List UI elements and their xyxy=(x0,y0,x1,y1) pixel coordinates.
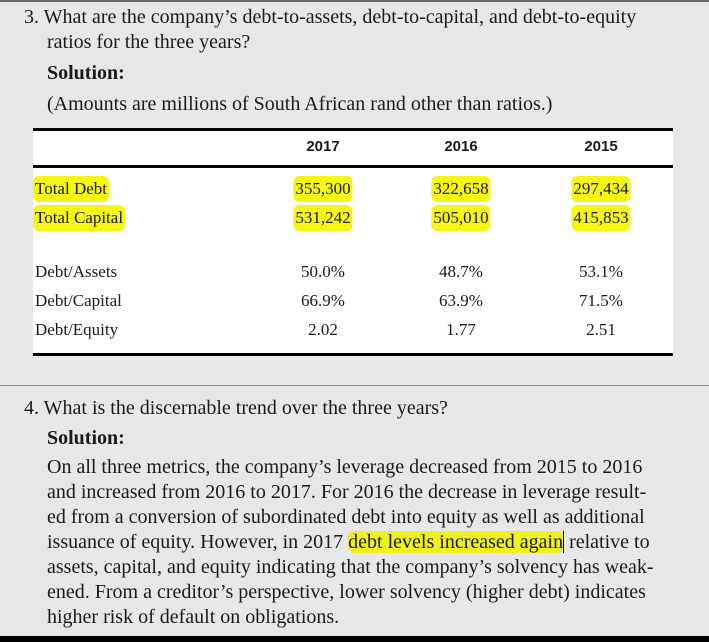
answer-line-5: assets, capital, and equity indicating t… xyxy=(47,556,654,578)
text-cursor xyxy=(563,531,565,553)
table-top-rule xyxy=(33,128,673,131)
answer-line-4-end: relative to xyxy=(564,531,650,553)
total-debt-2017: 355,300 xyxy=(293,176,353,202)
total-debt-2015: 297,434 xyxy=(571,176,631,202)
answer-line-2: and increased from 2016 to 2017. For 201… xyxy=(47,481,647,503)
ratios-table: 2017 2016 2015 Total Debt 355,300 322,65… xyxy=(33,128,673,356)
answer-line-6: ened. From a creditor’s perspective, low… xyxy=(47,581,646,603)
row-label-total-capital: Total Capital xyxy=(33,205,126,231)
total-debt-2016: 322,658 xyxy=(431,176,491,202)
table-header-rule xyxy=(33,165,673,168)
debt-capital-2016: 63.9% xyxy=(439,291,483,310)
question-3-line-2: ratios for the three years? xyxy=(47,31,251,53)
answer-line-1: On all three metrics, the company’s leve… xyxy=(47,456,643,478)
answer-line-4: issuance of equity. However, in 2017 deb… xyxy=(47,530,650,554)
row-label-total-debt: Total Debt xyxy=(33,176,109,202)
debt-assets-2016: 48.7% xyxy=(439,262,483,281)
debt-assets-2017: 50.0% xyxy=(301,262,345,281)
section-divider xyxy=(0,385,709,386)
debt-capital-2015: 71.5% xyxy=(579,291,623,310)
debt-equity-2017: 2.02 xyxy=(308,320,338,339)
highlighted-phrase: debt levels increased again xyxy=(348,531,564,553)
bottom-border xyxy=(0,636,709,642)
row-label-debt-equity: Debt/Equity xyxy=(35,320,119,339)
solution-label-4: Solution: xyxy=(47,427,125,449)
question-3-line-1: 3. What are the company’s debt-to-assets… xyxy=(24,6,637,28)
debt-assets-2015: 53.1% xyxy=(579,262,623,281)
row-label-debt-capital: Debt/Capital xyxy=(35,291,122,310)
debt-capital-2017: 66.9% xyxy=(301,291,345,310)
amounts-note: (Amounts are millions of South African r… xyxy=(47,93,553,115)
answer-line-3: ed from a conversion of subordinated deb… xyxy=(47,506,645,528)
total-capital-2017: 531,242 xyxy=(293,205,353,231)
top-border xyxy=(0,0,709,2)
row-label-debt-assets: Debt/Assets xyxy=(35,262,118,281)
total-capital-2015: 415,853 xyxy=(571,205,631,231)
column-header-2017: 2017 xyxy=(306,138,340,155)
question-4: 4. What is the discernable trend over th… xyxy=(24,397,448,419)
column-header-2016: 2016 xyxy=(444,138,478,155)
table-bottom-rule xyxy=(33,353,673,356)
answer-line-4-start: issuance of equity. However, in 2017 xyxy=(47,531,349,553)
debt-equity-2016: 1.77 xyxy=(446,320,476,339)
solution-label-3: Solution: xyxy=(47,62,125,84)
total-capital-2016: 505,010 xyxy=(431,205,491,231)
column-header-2015: 2015 xyxy=(584,138,618,155)
debt-equity-2015: 2.51 xyxy=(586,320,616,339)
answer-line-7: higher risk of default on obligations. xyxy=(47,606,340,628)
